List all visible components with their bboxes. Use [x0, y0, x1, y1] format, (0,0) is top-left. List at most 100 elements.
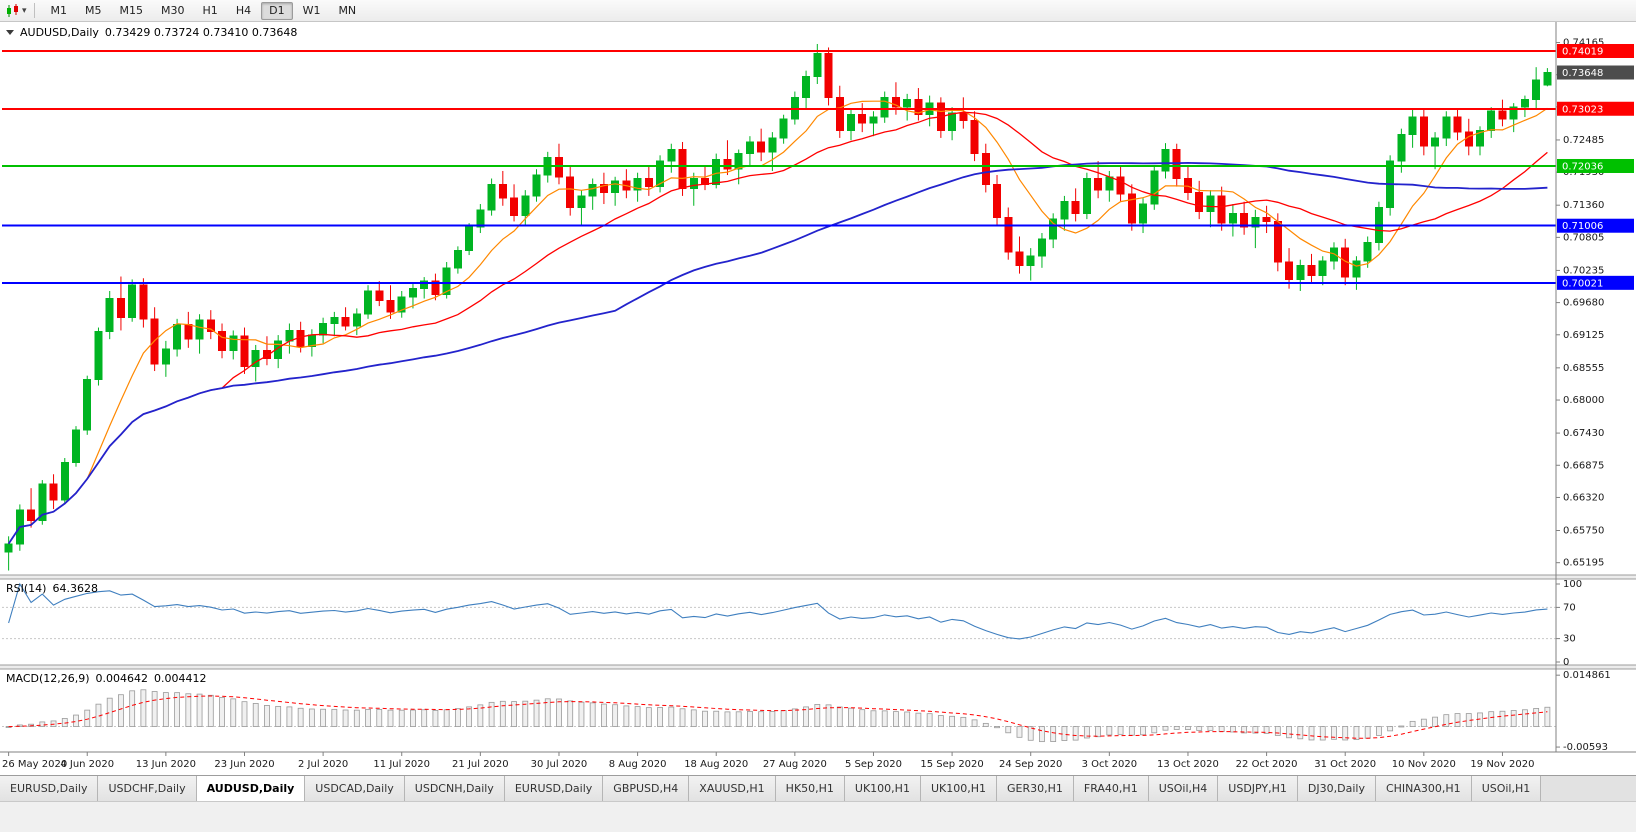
price-axis	[1556, 42, 1560, 748]
timeframe-button-m1[interactable]: M1	[50, 3, 68, 17]
chart-tabbar: EURUSD,Daily USDCHF,Daily AUDUSD,Daily USDC…	[0, 775, 1636, 801]
chart-tab-china300-h1[interactable]: CHINA300,H1	[1375, 776, 1472, 801]
svg-text:11 Jul 2020: 11 Jul 2020	[373, 759, 430, 770]
chart-tab-usdchf-daily[interactable]: USDCHF,Daily	[98, 776, 197, 801]
svg-text:5 Sep 2020: 5 Sep 2020	[845, 759, 902, 770]
svg-text:0.66320: 0.66320	[1563, 492, 1604, 503]
svg-text:70: 70	[1563, 602, 1576, 613]
svg-text:0.73023: 0.73023	[1562, 104, 1603, 115]
chart-tab-usdcad-daily[interactable]: USDCAD,Daily	[305, 776, 405, 801]
chart-tab-uk100-h1[interactable]: UK100,H1	[844, 776, 921, 801]
chart-tab-uk100-h1[interactable]: UK100,H1	[920, 776, 997, 801]
svg-text:0.71006: 0.71006	[1562, 221, 1603, 232]
svg-text:0.70235: 0.70235	[1563, 265, 1604, 276]
svg-text:-0.00593: -0.00593	[1563, 742, 1608, 753]
svg-text:0.66875: 0.66875	[1563, 460, 1604, 471]
svg-text:0.014861: 0.014861	[1563, 670, 1611, 681]
svg-text:100: 100	[1563, 579, 1582, 590]
chart-tab-dj30-daily[interactable]: DJ30,Daily	[1297, 776, 1376, 801]
svg-text:15 Sep 2020: 15 Sep 2020	[920, 759, 983, 770]
svg-text:30 Jul 2020: 30 Jul 2020	[531, 759, 588, 770]
chart-tab-usdjpy-h1[interactable]: USDJPY,H1	[1218, 776, 1298, 801]
chart-tab-usoil-h4[interactable]: USOil,H4	[1148, 776, 1219, 801]
timeframe-button-m5[interactable]: M5	[85, 3, 102, 17]
macd-label: MACD(12,26,9)	[6, 672, 90, 685]
svg-text:0.70021: 0.70021	[1562, 278, 1603, 289]
chart-tab-usoil-h1[interactable]: USOil,H1	[1471, 776, 1542, 801]
rsi-plot	[8, 582, 1548, 640]
svg-text:13 Jun 2020: 13 Jun 2020	[136, 759, 196, 770]
svg-text:24 Sep 2020: 24 Sep 2020	[999, 759, 1062, 770]
svg-text:18 Aug 2020: 18 Aug 2020	[684, 759, 748, 770]
svg-text:3 Oct 2020: 3 Oct 2020	[1082, 759, 1137, 770]
svg-text:0.72485: 0.72485	[1563, 135, 1604, 146]
chart-canvas[interactable]: 0.741650.736100.730550.724850.719300.713…	[0, 22, 1636, 775]
ohlc-values: 0.73429 0.73724 0.73410 0.73648	[104, 26, 298, 39]
timeframe-toolbar: ▾ M1 M5 M15 M30 H1 H4 D1 W1 MN	[0, 0, 1636, 22]
svg-text:10 Nov 2020: 10 Nov 2020	[1392, 759, 1456, 770]
svg-text:0.68555: 0.68555	[1563, 363, 1604, 374]
svg-text:0.65750: 0.65750	[1563, 526, 1604, 537]
svg-text:0.69125: 0.69125	[1563, 330, 1604, 341]
timeframe-button-h4[interactable]: H4	[235, 3, 252, 17]
svg-text:23 Jun 2020: 23 Jun 2020	[214, 759, 274, 770]
macd-signal-value: 0.004412	[154, 672, 207, 685]
mini-candlestick-icon	[7, 3, 18, 17]
svg-text:0.67430: 0.67430	[1563, 428, 1604, 439]
symbol-menu-icon[interactable]	[6, 30, 14, 35]
indicator-guide-lines	[2, 606, 1556, 728]
chart-tab-xauusd-h1[interactable]: XAUUSD,H1	[689, 776, 776, 801]
timeframe-button-d1[interactable]: D1	[261, 1, 293, 20]
svg-text:31 Oct 2020: 31 Oct 2020	[1314, 759, 1376, 770]
svg-text:0.70805: 0.70805	[1563, 232, 1604, 243]
chart-tab-eurusd-daily[interactable]: EURUSD,Daily	[0, 776, 99, 801]
svg-text:0.72036: 0.72036	[1562, 161, 1603, 172]
svg-text:0.71360: 0.71360	[1563, 200, 1604, 211]
svg-text:19 Nov 2020: 19 Nov 2020	[1470, 759, 1534, 770]
timeframe-buttons: M1 M5 M15 M30 H1 H4 D1 W1 MN	[42, 1, 366, 20]
timeframe-button-h1[interactable]: H1	[202, 3, 218, 17]
svg-text:4 Jun 2020: 4 Jun 2020	[60, 759, 114, 770]
macd-title: MACD(12,26,9) 0.004642 0.004412	[6, 672, 207, 685]
price-badges	[1557, 43, 1634, 290]
macd-plot	[5, 689, 1551, 743]
svg-text:21 Jul 2020: 21 Jul 2020	[452, 759, 509, 770]
macd-main-value: 0.004642	[95, 672, 149, 685]
chart-tab-audusd-daily[interactable]: AUDUSD,Daily	[196, 776, 306, 801]
chart-tab-eurusd-daily[interactable]: EURUSD,Daily	[504, 776, 604, 801]
chart-window: 0.741650.736100.730550.724850.719300.713…	[0, 22, 1636, 775]
svg-text:22 Oct 2020: 22 Oct 2020	[1236, 759, 1298, 770]
time-axis	[8, 752, 1503, 756]
chart-tab-hk50-h1[interactable]: HK50,H1	[775, 776, 845, 801]
status-bar	[0, 801, 1636, 832]
toolbar-separator	[33, 3, 35, 18]
symbol-period-label: AUDUSD,Daily	[20, 26, 99, 39]
svg-text:27 Aug 2020: 27 Aug 2020	[763, 759, 827, 770]
moving-averages	[7, 100, 1548, 545]
svg-text:0.73648: 0.73648	[1562, 68, 1603, 79]
rsi-label: RSI(14)	[6, 582, 47, 595]
svg-text:0.68000: 0.68000	[1563, 395, 1604, 406]
svg-text:8 Aug 2020: 8 Aug 2020	[609, 759, 667, 770]
svg-text:2 Jul 2020: 2 Jul 2020	[298, 759, 348, 770]
chart-tab-gbpusd-h4[interactable]: GBPUSD,H4	[603, 776, 690, 801]
timeframe-button-w1[interactable]: W1	[302, 3, 321, 17]
timeframe-button-m30[interactable]: M30	[161, 3, 185, 17]
chart-title: AUDUSD,Daily 0.73429 0.73724 0.73410 0.7…	[6, 26, 297, 39]
timeframe-button-mn[interactable]: MN	[338, 3, 357, 17]
svg-text:0.69680: 0.69680	[1563, 298, 1604, 309]
svg-text:0.74019: 0.74019	[1562, 46, 1603, 57]
rsi-title: RSI(14) 64.3628	[6, 582, 98, 595]
chart-tab-fra40-h1[interactable]: FRA40,H1	[1073, 776, 1149, 801]
dropdown-caret-icon[interactable]: ▾	[22, 5, 27, 16]
chart-tab-ger30-h1[interactable]: GER30,H1	[996, 776, 1074, 801]
horizontal-level-lines	[2, 49, 1556, 284]
svg-text:30: 30	[1563, 634, 1576, 645]
chart-type-icon[interactable]	[4, 3, 22, 19]
svg-text:0.65195: 0.65195	[1563, 558, 1604, 569]
chart-tab-usdcnh-daily[interactable]: USDCNH,Daily	[404, 776, 505, 801]
timeframe-button-m15[interactable]: M15	[119, 3, 144, 17]
svg-text:26 May 2020: 26 May 2020	[2, 759, 67, 770]
rsi-value: 64.3628	[52, 582, 98, 595]
svg-text:0: 0	[1563, 657, 1569, 668]
